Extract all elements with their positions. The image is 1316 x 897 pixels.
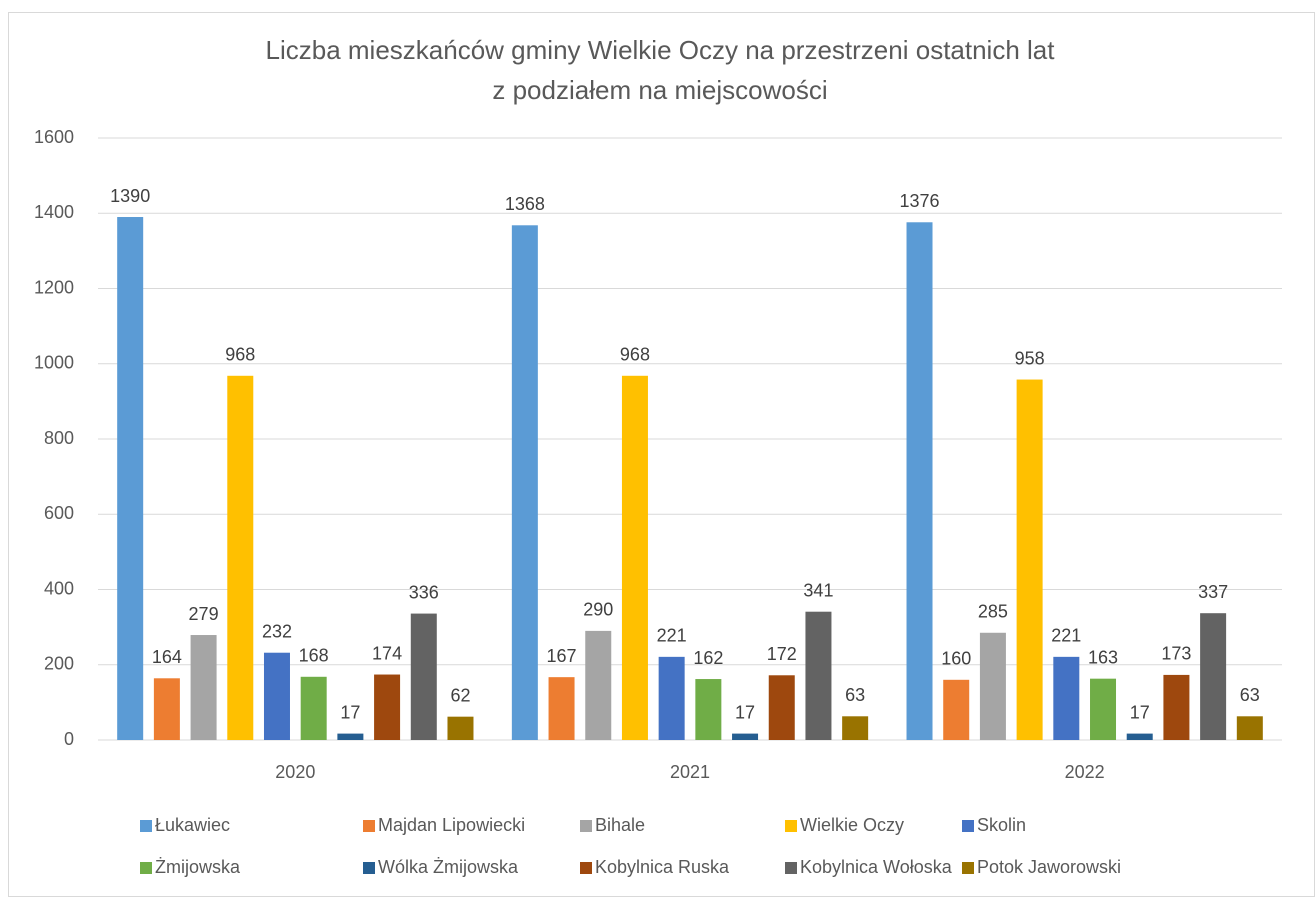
y-tick-label: 600: [44, 503, 74, 523]
y-tick-label: 200: [44, 654, 74, 674]
bar: [374, 674, 401, 740]
data-label: 63: [845, 685, 865, 705]
bar: [1016, 379, 1043, 740]
data-label: 232: [262, 621, 292, 641]
data-label: 341: [803, 580, 833, 600]
legend-label: Potok Jaworowski: [977, 857, 1121, 877]
data-label: 290: [583, 600, 613, 620]
bar: [943, 679, 970, 740]
data-label: 968: [225, 345, 255, 365]
legend-swatch: [580, 820, 592, 832]
bar: [1126, 733, 1153, 740]
data-label: 336: [409, 582, 439, 602]
legend-label: Kobylnica Wołoska: [800, 857, 953, 877]
bar: [842, 716, 869, 740]
bar: [1053, 656, 1080, 740]
bar: [621, 375, 648, 740]
data-label: 17: [340, 702, 360, 722]
legend-swatch: [785, 820, 797, 832]
legend-swatch: [140, 820, 152, 832]
bar: [548, 677, 575, 740]
legend-label: Wielkie Oczy: [800, 815, 904, 835]
data-label: 968: [620, 345, 650, 365]
data-label: 160: [941, 649, 971, 669]
data-label: 958: [1015, 348, 1045, 368]
bar: [768, 675, 795, 740]
bar: [447, 716, 474, 740]
x-tick-label: 2022: [1065, 762, 1105, 782]
bar: [805, 611, 832, 740]
legend-label: Łukawiec: [155, 815, 230, 835]
bar: [1090, 678, 1117, 740]
x-tick-label: 2020: [275, 762, 315, 782]
legend-label: Wólka Żmijowska: [378, 857, 519, 877]
y-tick-label: 0: [64, 729, 74, 749]
bar: [585, 630, 612, 740]
data-label: 1376: [899, 191, 939, 211]
legend-label: Żmijowska: [155, 857, 241, 877]
data-label: 285: [978, 602, 1008, 622]
y-tick-label: 1200: [34, 277, 74, 297]
bar: [337, 733, 364, 740]
y-tick-label: 1600: [34, 127, 74, 147]
data-label: 1368: [505, 194, 545, 214]
data-label: 62: [450, 685, 470, 705]
data-label: 63: [1240, 685, 1260, 705]
data-label: 168: [299, 646, 329, 666]
data-label: 174: [372, 643, 402, 663]
data-label: 221: [657, 626, 687, 646]
chart-border: [8, 12, 1315, 897]
legend-swatch: [962, 862, 974, 874]
chart-title: z podziałem na miejscowości: [492, 75, 827, 105]
data-label: 17: [735, 702, 755, 722]
data-label: 279: [189, 604, 219, 624]
legend-swatch: [580, 862, 592, 874]
legend-label: Kobylnica Ruska: [595, 857, 730, 877]
data-label: 221: [1051, 626, 1081, 646]
data-label: 172: [767, 644, 797, 664]
bar: [263, 652, 290, 740]
bar: [227, 375, 254, 740]
legend-label: Skolin: [977, 815, 1026, 835]
y-tick-label: 800: [44, 428, 74, 448]
data-label: 164: [152, 647, 182, 667]
bar: [979, 632, 1006, 740]
data-label: 167: [547, 646, 577, 666]
data-label: 1390: [110, 186, 150, 206]
legend-label: Majdan Lipowiecki: [378, 815, 525, 835]
bar: [300, 676, 327, 740]
legend-swatch: [140, 862, 152, 874]
bar: [117, 217, 144, 740]
y-tick-label: 1000: [34, 353, 74, 373]
bar: [1236, 716, 1263, 740]
bar: [695, 679, 722, 740]
legend-swatch: [363, 820, 375, 832]
data-label: 163: [1088, 647, 1118, 667]
y-tick-label: 1400: [34, 202, 74, 222]
bar: [906, 222, 933, 740]
data-label: 173: [1161, 644, 1191, 664]
legend-swatch: [363, 862, 375, 874]
x-tick-label: 2021: [670, 762, 710, 782]
bar: [732, 733, 759, 740]
legend-swatch: [962, 820, 974, 832]
bar: [190, 635, 217, 740]
bar: [1200, 613, 1227, 740]
legend-swatch: [785, 862, 797, 874]
y-tick-label: 400: [44, 578, 74, 598]
bar: [658, 656, 685, 740]
bar: [511, 225, 538, 741]
data-label: 337: [1198, 582, 1228, 602]
legend-label: Bihale: [595, 815, 645, 835]
bar: [1163, 674, 1190, 740]
data-label: 17: [1130, 702, 1150, 722]
data-label: 162: [693, 648, 723, 668]
bar: [153, 678, 180, 740]
bar: [410, 613, 437, 740]
chart-title: Liczba mieszkańców gminy Wielkie Oczy na…: [266, 35, 1056, 65]
